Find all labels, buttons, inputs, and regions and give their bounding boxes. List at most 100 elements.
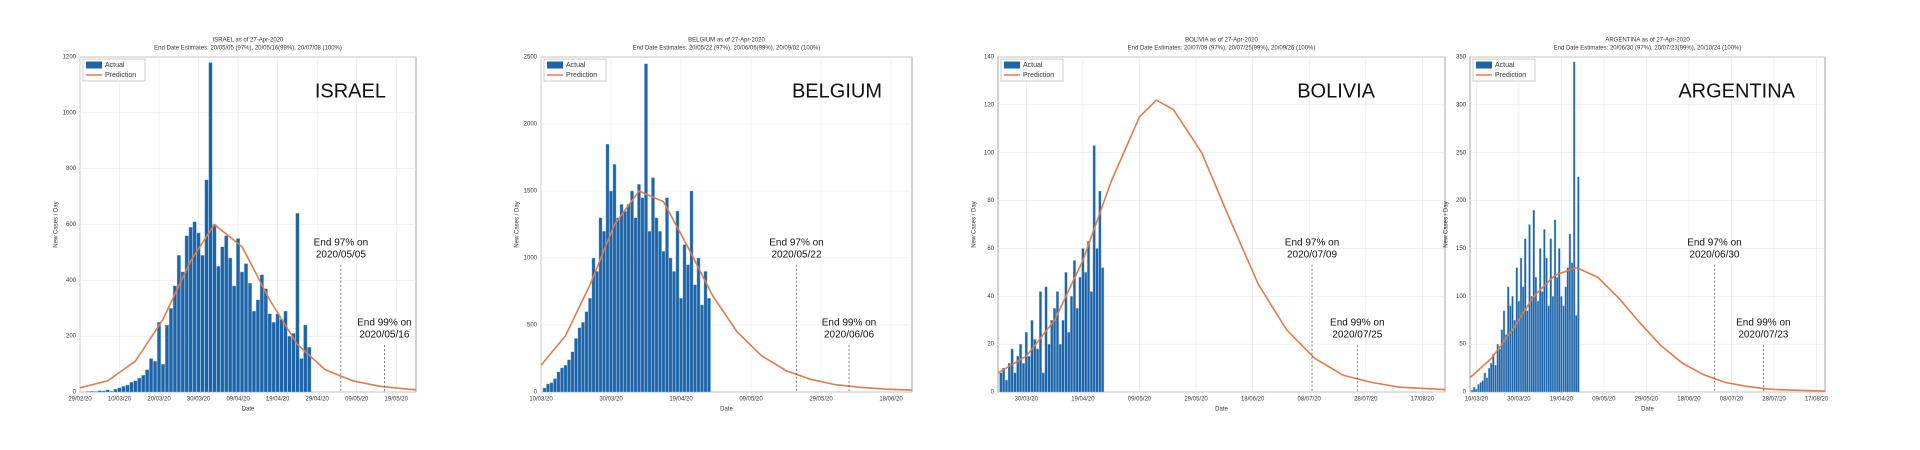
bar: [1526, 310, 1529, 393]
bar: [267, 313, 272, 393]
legend-swatch: [86, 61, 102, 69]
bar: [1027, 355, 1031, 393]
bar: [184, 235, 189, 393]
annotation-date: 2020/05/05: [316, 249, 366, 260]
legend-label: Prediction: [1023, 72, 1054, 79]
bar: [1481, 380, 1484, 393]
bar: [137, 377, 142, 393]
bar: [307, 347, 312, 393]
bar: [303, 324, 308, 393]
bar: [168, 308, 173, 393]
y-tick-label: 0: [1463, 390, 1467, 396]
bar: [602, 230, 606, 393]
bar: [556, 371, 561, 393]
bar: [200, 255, 205, 393]
bar: [1095, 248, 1099, 393]
bar: [630, 190, 634, 393]
bar: [216, 266, 221, 393]
bar: [1055, 291, 1059, 393]
annotation-date: 2020/05/22: [771, 249, 821, 260]
chart-title: ARGENTINA as of 27-Apr-2020: [1605, 38, 1690, 44]
bar: [595, 271, 599, 393]
bar: [546, 383, 550, 393]
bar: [1075, 308, 1079, 393]
bar: [647, 230, 652, 393]
legend-label: Prediction: [1495, 72, 1526, 79]
bar: [153, 361, 158, 393]
bar: [1494, 365, 1497, 393]
bar: [609, 190, 613, 393]
bar: [1555, 276, 1559, 393]
bar: [689, 190, 694, 393]
bar: [1547, 305, 1550, 393]
legend: Actual Prediction: [82, 58, 146, 82]
bar: [251, 310, 256, 393]
annotation-text: End 97% on: [769, 237, 824, 248]
legend-label: Actual: [566, 62, 586, 69]
legend-label: Actual: [1495, 62, 1515, 69]
x-tick-label: 18/06/20: [1677, 397, 1701, 403]
bar: [255, 299, 260, 393]
legend-label: Prediction: [566, 72, 597, 79]
bar: [1089, 291, 1093, 393]
bar: [574, 338, 578, 393]
y-axis-label: New Cases / Day: [1444, 201, 1450, 247]
y-tick-label: 1200: [63, 55, 77, 61]
bar: [1479, 382, 1482, 393]
legend: Actual Prediction: [543, 58, 607, 82]
bar: [563, 365, 568, 393]
y-tick-label: 40: [987, 294, 994, 300]
bar: [89, 390, 94, 393]
bar: [1053, 308, 1057, 393]
annotation-date: 2020/07/09: [1287, 249, 1337, 260]
bar: [1005, 379, 1008, 393]
bar: [1519, 257, 1523, 393]
y-tick-label: 0: [991, 390, 995, 396]
bar: [1509, 305, 1512, 393]
bar: [1036, 348, 1040, 393]
bar: [196, 232, 201, 393]
bar: [1513, 320, 1516, 393]
bar: [665, 197, 669, 393]
annotation-date: 2020/07/23: [1738, 330, 1788, 341]
bar: [1562, 305, 1565, 393]
bar: [682, 244, 687, 393]
bar: [542, 387, 547, 393]
bar: [1067, 331, 1071, 393]
annotation-text: End 99% on: [1330, 318, 1385, 329]
x-tick-label: 09/05/20: [739, 397, 763, 403]
bar: [549, 382, 554, 393]
bar: [1536, 300, 1540, 393]
annotation-text: End 97% on: [1285, 237, 1340, 248]
x-tick-label: 09/05/20: [1128, 397, 1152, 403]
legend-label: Actual: [105, 62, 125, 69]
bar: [577, 327, 582, 393]
bar: [591, 257, 596, 393]
bar: [1021, 363, 1025, 393]
legend-label: Prediction: [105, 72, 136, 79]
prediction-line: [540, 190, 913, 391]
bar: [619, 204, 624, 393]
y-tick-label: 20: [987, 342, 994, 348]
legend-label: Actual: [1023, 62, 1043, 69]
y-tick-label: 350: [1456, 55, 1467, 61]
bar: [668, 257, 673, 393]
bar: [637, 184, 641, 393]
y-tick-label: 120: [984, 102, 995, 108]
bar: [584, 311, 589, 393]
annotation-date: 2020/06/30: [1689, 249, 1739, 260]
x-tick-label: 19/05/20: [385, 397, 409, 403]
annotation-date: 2020/06/06: [824, 330, 874, 341]
y-tick-label: 1000: [63, 110, 77, 116]
bar: [1490, 363, 1493, 393]
bar: [287, 335, 292, 393]
x-tick-label: 19/04/20: [669, 397, 693, 403]
annotation-text: End 99% on: [822, 318, 877, 329]
chart-title: BOLIVIA as of 27-Apr-2020: [1185, 38, 1258, 44]
x-tick-label: 19/04/20: [1071, 397, 1095, 403]
annotation-date: 2020/05/16: [359, 330, 409, 341]
y-axis-label: New Cases / Day: [54, 201, 60, 247]
bar: [700, 304, 704, 393]
bar: [654, 217, 659, 393]
